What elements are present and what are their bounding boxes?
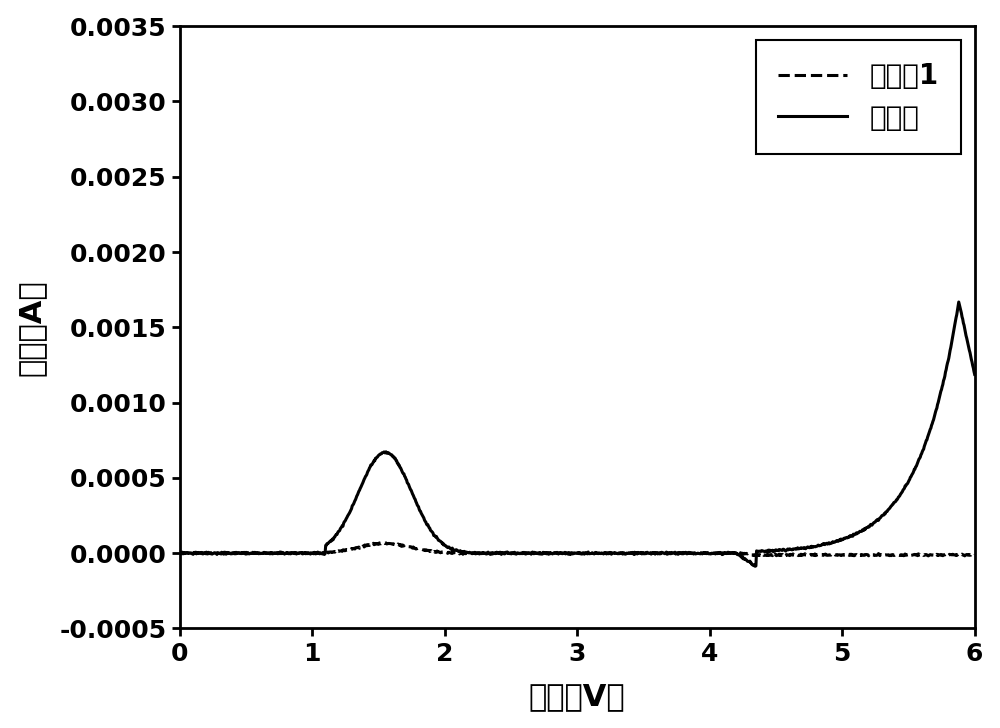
实施例1 xyxy=(592,549,604,558)
对照样 xyxy=(591,549,603,558)
实施例1 xyxy=(373,539,385,547)
实施例1 xyxy=(519,549,531,558)
Legend: 实施例1, 对照样: 实施例1, 对照样 xyxy=(756,40,961,154)
对照样 xyxy=(969,370,981,379)
对照样 xyxy=(279,549,291,558)
对照样 xyxy=(749,562,761,571)
对照样 xyxy=(442,543,454,552)
Y-axis label: 电流（A）: 电流（A） xyxy=(17,279,46,376)
对照样 xyxy=(953,298,965,306)
X-axis label: 电压（V）: 电压（V） xyxy=(529,682,626,711)
实施例1 xyxy=(779,552,791,561)
实施例1 xyxy=(174,548,186,557)
实施例1 xyxy=(442,548,454,557)
对照样 xyxy=(519,549,531,558)
实施例1 xyxy=(969,550,981,559)
对照样 xyxy=(608,549,620,558)
实施例1 xyxy=(308,548,320,557)
实施例1 xyxy=(609,549,621,558)
Line: 实施例1: 实施例1 xyxy=(180,543,975,556)
Line: 对照样: 对照样 xyxy=(180,302,975,566)
实施例1 xyxy=(279,549,291,558)
对照样 xyxy=(308,550,320,558)
对照样 xyxy=(174,549,186,558)
